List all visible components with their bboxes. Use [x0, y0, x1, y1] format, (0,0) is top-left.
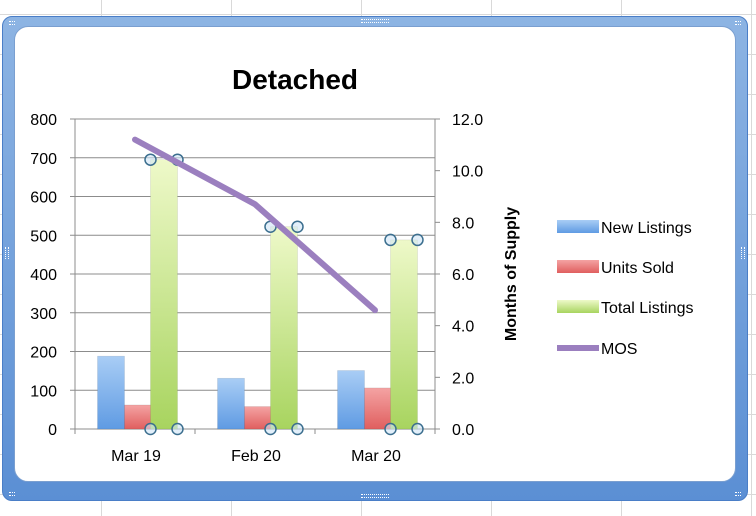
right-axis-tick-label: 8.0 [452, 215, 474, 232]
left-axis-tick-label: 600 [30, 190, 57, 207]
series-selection-handle[interactable] [291, 422, 304, 436]
line-mos[interactable] [132, 136, 378, 314]
legend-label: Total Listings [601, 300, 694, 317]
category-label: Mar 20 [351, 448, 401, 465]
left-axis-tick-label: 500 [30, 228, 57, 245]
series-selection-handle[interactable] [144, 422, 157, 436]
legend-label: New Listings [601, 220, 692, 237]
series-selection-handle[interactable] [411, 233, 424, 247]
resize-handle-top[interactable] [361, 19, 389, 23]
bar-units-sold[interactable] [364, 387, 392, 430]
right-axis-tick-label: 4.0 [452, 319, 474, 336]
series-selection-handle[interactable] [411, 422, 424, 436]
right-axis-tick-label: 0.0 [452, 422, 474, 439]
legend-label: Units Sold [601, 260, 674, 277]
resize-handle-right[interactable] [741, 247, 745, 259]
resize-handle-top-left[interactable] [9, 21, 15, 25]
right-axis-tick-label: 2.0 [452, 370, 474, 387]
bar-new-listings[interactable] [337, 370, 365, 430]
legend-swatch [557, 300, 599, 313]
series-selection-handle[interactable] [384, 422, 397, 436]
left-axis-tick-label: 0 [48, 422, 57, 439]
resize-handle-bottom[interactable] [361, 494, 389, 498]
legend-label: MOS [601, 341, 637, 358]
right-axis-tick-label: 10.0 [452, 164, 483, 181]
bar-new-listings[interactable] [97, 355, 125, 430]
legend-swatch [557, 220, 599, 233]
chart-title: Detached [232, 64, 358, 95]
left-axis-tick-label: 300 [30, 306, 57, 323]
resize-handle-bottom-right[interactable] [735, 492, 741, 496]
right-axis-tick-label: 12.0 [452, 112, 483, 129]
left-axis-tick-label: 100 [30, 383, 57, 400]
left-axis-tick-label: 700 [30, 151, 57, 168]
resize-handle-left[interactable] [5, 247, 9, 259]
left-axis-tick-label: 200 [30, 345, 57, 362]
left-axis-tick-label: 800 [30, 112, 57, 129]
category-label: Mar 19 [111, 448, 161, 465]
bar-new-listings[interactable] [217, 377, 245, 430]
resize-handle-bottom-left[interactable] [9, 492, 15, 496]
bar-total-listings[interactable] [150, 159, 178, 430]
series-selection-handle[interactable] [264, 422, 277, 436]
bar-total-listings[interactable] [390, 239, 418, 430]
right-axis-label: Months of Supply [503, 207, 520, 341]
series-selection-handle[interactable] [384, 233, 397, 247]
series-selection-handle[interactable] [171, 422, 184, 436]
series-selection-handle[interactable] [144, 153, 157, 166]
series-selection-handle[interactable] [291, 220, 304, 233]
right-axis-tick-label: 6.0 [452, 267, 474, 284]
resize-handle-top-right[interactable] [735, 21, 741, 25]
bar-total-listings[interactable] [270, 226, 298, 430]
legend-swatch [557, 260, 599, 273]
left-axis-tick-label: 400 [30, 267, 57, 284]
category-label: Feb 20 [231, 448, 281, 465]
